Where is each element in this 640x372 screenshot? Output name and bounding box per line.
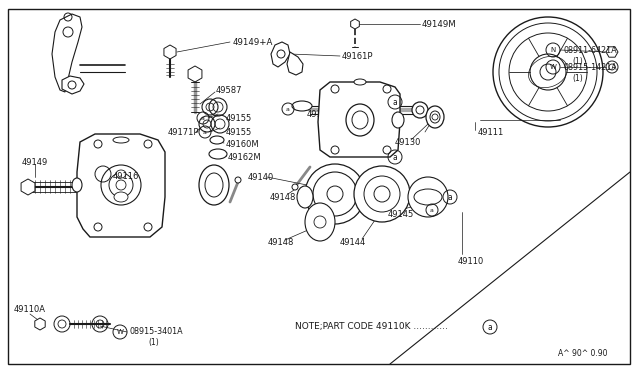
- Text: 49148: 49148: [270, 192, 296, 202]
- Ellipse shape: [426, 106, 444, 128]
- Text: 08911-6421A: 08911-6421A: [564, 45, 618, 55]
- Text: a: a: [286, 106, 290, 112]
- Text: 49149+A: 49149+A: [233, 38, 273, 46]
- Ellipse shape: [292, 101, 312, 111]
- Text: 49110A: 49110A: [14, 305, 46, 314]
- Text: a: a: [430, 208, 434, 212]
- Polygon shape: [188, 66, 202, 82]
- Text: 49111: 49111: [478, 128, 504, 137]
- Text: 49116: 49116: [113, 171, 140, 180]
- Polygon shape: [52, 14, 82, 92]
- Ellipse shape: [305, 203, 335, 241]
- Text: 49160M: 49160M: [226, 140, 260, 148]
- Ellipse shape: [113, 137, 129, 143]
- Polygon shape: [164, 45, 176, 59]
- Text: 49162N: 49162N: [307, 109, 340, 119]
- Polygon shape: [318, 82, 400, 157]
- Text: 49149M: 49149M: [422, 19, 457, 29]
- Text: 49148: 49148: [268, 237, 294, 247]
- Text: 49144: 49144: [340, 237, 366, 247]
- Polygon shape: [606, 47, 618, 57]
- Text: N: N: [550, 47, 556, 53]
- Text: a: a: [201, 115, 205, 121]
- Text: (1): (1): [148, 339, 159, 347]
- Circle shape: [235, 177, 241, 183]
- Ellipse shape: [354, 79, 366, 85]
- Text: 08915-3401A: 08915-3401A: [130, 327, 184, 337]
- Text: 49130: 49130: [395, 138, 421, 147]
- Ellipse shape: [209, 149, 227, 159]
- Ellipse shape: [116, 170, 126, 178]
- Polygon shape: [35, 318, 45, 330]
- Circle shape: [305, 164, 365, 224]
- Text: 49161P: 49161P: [342, 51, 374, 61]
- Text: (1): (1): [572, 57, 583, 65]
- Circle shape: [292, 184, 298, 190]
- Polygon shape: [77, 134, 165, 237]
- Ellipse shape: [297, 186, 313, 208]
- Ellipse shape: [392, 112, 404, 128]
- Text: W: W: [116, 329, 124, 335]
- Circle shape: [408, 177, 448, 217]
- Text: (1): (1): [572, 74, 583, 83]
- Text: A^ 90^ 0.90: A^ 90^ 0.90: [558, 350, 607, 359]
- Ellipse shape: [346, 104, 374, 136]
- Text: 49587: 49587: [216, 86, 243, 94]
- Text: 49155: 49155: [226, 113, 252, 122]
- Polygon shape: [21, 179, 35, 195]
- Text: 49140: 49140: [248, 173, 275, 182]
- Text: 49155: 49155: [226, 128, 252, 137]
- Ellipse shape: [412, 102, 428, 118]
- Ellipse shape: [72, 178, 82, 192]
- Text: 49145: 49145: [388, 209, 414, 218]
- Text: 49149: 49149: [22, 157, 48, 167]
- Polygon shape: [351, 19, 359, 29]
- Text: W: W: [550, 64, 556, 70]
- Text: a: a: [392, 153, 397, 161]
- Text: NOTE;PART CODE 49110K ............: NOTE;PART CODE 49110K ............: [295, 323, 448, 331]
- Text: 49171P: 49171P: [168, 128, 200, 137]
- Polygon shape: [62, 76, 84, 94]
- Circle shape: [354, 166, 410, 222]
- Polygon shape: [271, 42, 290, 67]
- Ellipse shape: [114, 192, 128, 202]
- Text: a: a: [203, 129, 207, 135]
- Ellipse shape: [210, 136, 224, 144]
- Text: 49162M: 49162M: [228, 153, 262, 161]
- Polygon shape: [287, 52, 303, 75]
- Text: 08915-1421A: 08915-1421A: [564, 62, 618, 71]
- Ellipse shape: [414, 189, 442, 205]
- Text: a: a: [392, 97, 397, 106]
- Ellipse shape: [199, 165, 229, 205]
- Text: a: a: [447, 192, 452, 202]
- Text: a: a: [488, 323, 492, 331]
- Text: 49110: 49110: [458, 257, 484, 266]
